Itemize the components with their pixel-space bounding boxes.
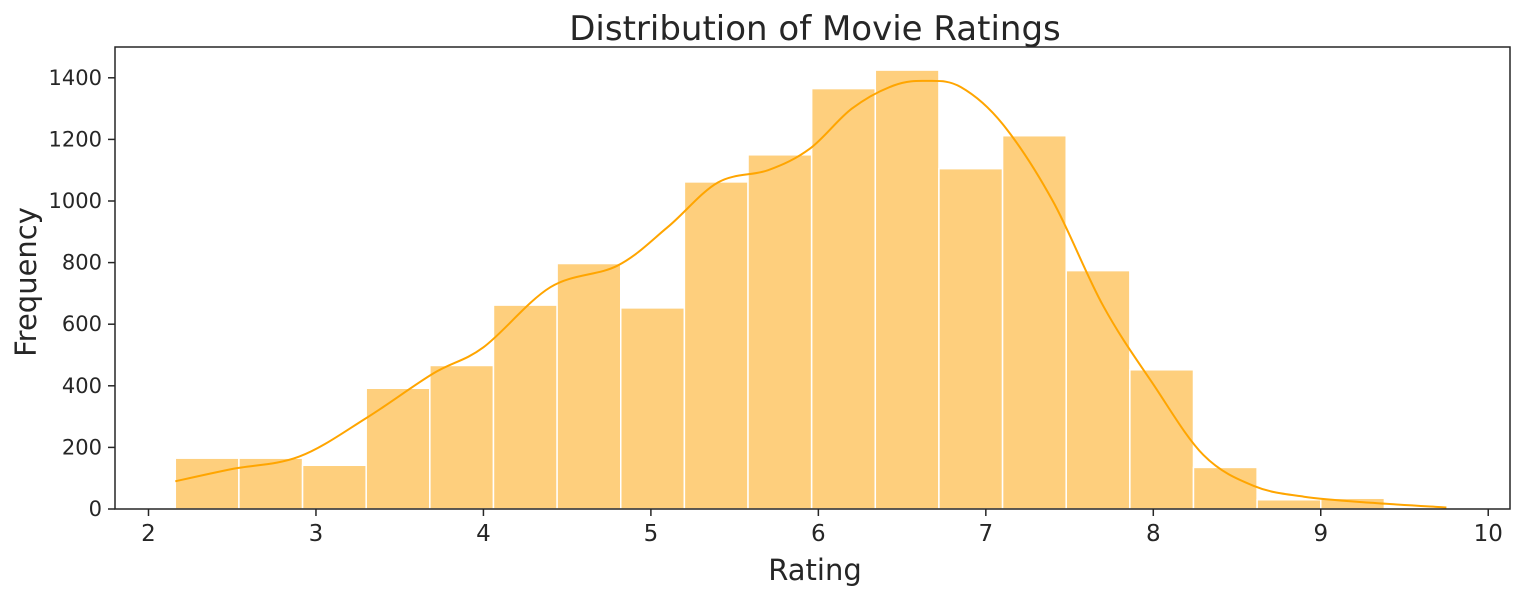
x-tick-label: 9 (1313, 521, 1328, 547)
x-axis-ticks: 2 3 4 5 6 7 8 9 10 (141, 509, 1503, 547)
y-tick-label: 1000 (49, 189, 102, 213)
x-tick-label: 10 (1474, 521, 1503, 547)
y-tick-label: 1400 (49, 66, 102, 90)
x-tick-label: 4 (476, 521, 491, 547)
y-axis-ticks: 0 200 400 600 800 1000 1200 1400 (49, 66, 115, 521)
histogram-bar (683, 181, 749, 510)
histogram-bar (747, 154, 813, 510)
histogram-bar (810, 87, 877, 510)
histogram-bar (1192, 466, 1258, 510)
x-tick-label: 5 (644, 521, 659, 547)
y-tick-label: 200 (62, 435, 102, 459)
histogram-bar (938, 167, 1004, 510)
x-tick-label: 7 (979, 521, 994, 547)
x-tick-label: 8 (1146, 521, 1161, 547)
kde-curve (175, 79, 1447, 509)
histogram-bar (1065, 269, 1131, 510)
histogram-bar (556, 262, 622, 510)
y-tick-label: 400 (62, 374, 102, 398)
histogram-bar (874, 69, 940, 510)
histogram-bar (1129, 369, 1195, 510)
histogram-bar (301, 464, 367, 510)
y-tick-label: 1200 (49, 127, 102, 151)
y-tick-label: 0 (89, 497, 102, 521)
plot-frame (114, 46, 1511, 510)
x-tick-label: 2 (141, 521, 156, 547)
x-tick-label: 3 (309, 521, 324, 547)
y-tick-label: 600 (62, 312, 102, 336)
chart-title: Distribution of Movie Ratings (569, 9, 1061, 49)
histogram-bars (174, 69, 1386, 510)
histogram-bar (174, 457, 240, 510)
histogram-bar (1001, 134, 1067, 510)
x-axis-label: Rating (768, 553, 862, 587)
histogram-bar (429, 364, 495, 510)
y-axis-label: Frequency (9, 207, 43, 357)
histogram-bar (1256, 499, 1322, 510)
x-tick-label: 6 (811, 521, 826, 547)
histogram-bar (620, 307, 686, 510)
y-tick-label: 800 (62, 251, 102, 275)
histogram-bar (365, 387, 431, 510)
histogram-bar (492, 304, 558, 510)
